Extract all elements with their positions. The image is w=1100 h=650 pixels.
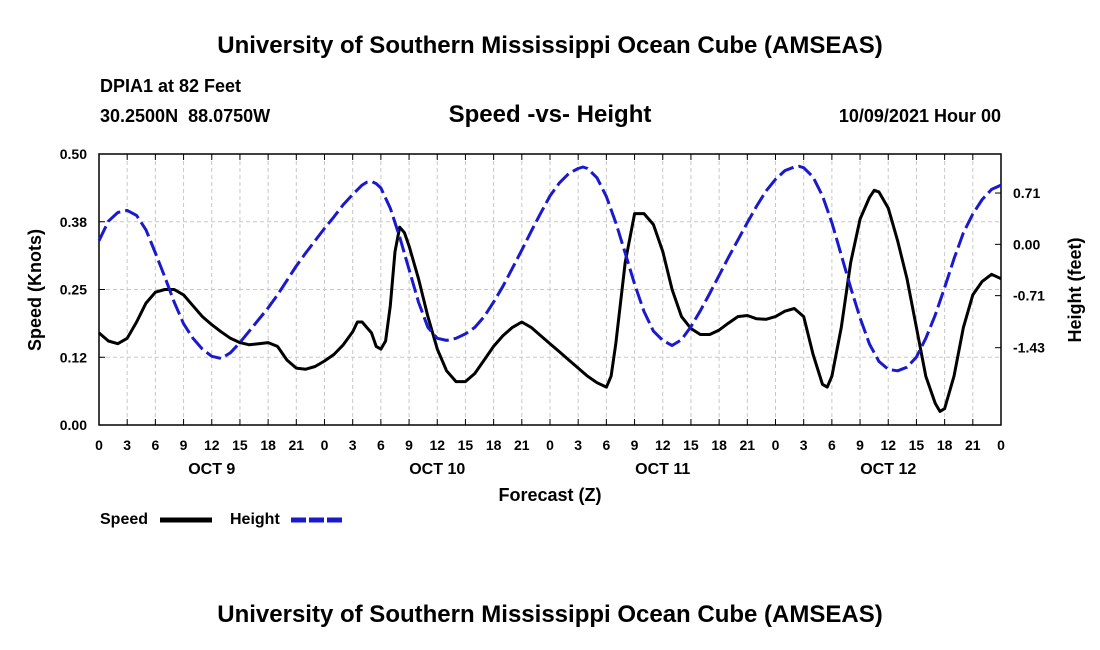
x-tick-label: 0 bbox=[95, 437, 103, 453]
x-tick-label: 0 bbox=[546, 437, 554, 453]
x-tick-label: 6 bbox=[377, 437, 385, 453]
x-tick-label: 15 bbox=[458, 437, 474, 453]
x-tick-label: 18 bbox=[260, 437, 276, 453]
y-axis-left-label: Speed (Knots) bbox=[25, 229, 45, 351]
x-tick-label: 12 bbox=[429, 437, 445, 453]
x-tick-label: 21 bbox=[289, 437, 305, 453]
longitude-value: 88.0750W bbox=[188, 106, 271, 126]
x-tick-label: 9 bbox=[405, 437, 413, 453]
y-left-tick-label: 0.25 bbox=[60, 282, 87, 298]
x-tick-label: 12 bbox=[204, 437, 220, 453]
legend-height-label: Height bbox=[230, 511, 280, 528]
x-tick-label: 6 bbox=[151, 437, 159, 453]
x-tick-label: 0 bbox=[997, 437, 1005, 453]
x-tick-label: 0 bbox=[321, 437, 329, 453]
x-tick-label: 21 bbox=[514, 437, 530, 453]
day-label: OCT 9 bbox=[188, 461, 235, 478]
y-right-tick-label: -1.43 bbox=[1013, 340, 1045, 356]
x-tick-label: 15 bbox=[232, 437, 248, 453]
series bbox=[97, 164, 1002, 413]
x-tick-label: 3 bbox=[123, 437, 131, 453]
legend: Speed Height bbox=[100, 511, 343, 528]
y-right-tick-label: 0.71 bbox=[1013, 185, 1040, 201]
day-label: OCT 12 bbox=[860, 461, 916, 478]
x-tick-label: 9 bbox=[631, 437, 639, 453]
x-tick-label: 3 bbox=[349, 437, 357, 453]
y-right-tick-label: 0.00 bbox=[1013, 236, 1040, 252]
x-tick-label: 18 bbox=[711, 437, 727, 453]
forecast-datetime: 10/09/2021 Hour 00 bbox=[838, 106, 1001, 126]
axes: 0 3 6 9 12 15 18 21 0 3 6 9 12 15 18 21 0 3 6 9 12 15 18 21 0 3 6 9… bbox=[60, 146, 1045, 478]
x-tick-label: 6 bbox=[828, 437, 836, 453]
day-label: OCT 11 bbox=[635, 461, 690, 478]
chart-title: University of Southern Mississippi Ocean… bbox=[217, 32, 883, 59]
y-right-tick-label: -0.71 bbox=[1013, 288, 1045, 304]
station-label: DPIA1 at 82 Feet bbox=[100, 76, 242, 96]
height-series-line bbox=[97, 164, 1002, 373]
grid bbox=[99, 154, 1001, 425]
latitude-value: 30.2500N bbox=[100, 106, 179, 126]
x-tick-label: 15 bbox=[909, 437, 925, 453]
x-tick-label: 9 bbox=[180, 437, 188, 453]
x-tick-label: 3 bbox=[800, 437, 808, 453]
y-left-tick-label: 0.00 bbox=[60, 417, 87, 433]
x-tick-label: 15 bbox=[683, 437, 699, 453]
x-tick-label: 12 bbox=[655, 437, 671, 453]
station-coordinates: 30.2500N 88.0750W bbox=[100, 106, 280, 127]
speed-series-line bbox=[98, 188, 1002, 413]
x-tick-label: 9 bbox=[856, 437, 864, 453]
y-left-tick-label: 0.50 bbox=[60, 146, 87, 162]
chart-subtitle: Speed -vs- Height bbox=[448, 101, 652, 128]
y-axis-right-label: Height (feet) bbox=[1065, 238, 1085, 343]
x-tick-label: 18 bbox=[937, 437, 953, 453]
y-left-tick-label: 0.38 bbox=[60, 214, 87, 230]
y-left-tick-label: 0.12 bbox=[60, 349, 87, 365]
x-tick-label: 21 bbox=[740, 437, 756, 453]
day-label: OCT 10 bbox=[409, 461, 465, 478]
x-tick-label: 21 bbox=[965, 437, 981, 453]
x-tick-label: 6 bbox=[602, 437, 610, 453]
x-tick-label: 12 bbox=[880, 437, 896, 453]
footer-title: University of Southern Mississippi Ocean… bbox=[217, 601, 883, 628]
x-axis-label: Forecast (Z) bbox=[498, 485, 601, 505]
legend-speed-label: Speed bbox=[100, 511, 148, 528]
x-tick-label: 3 bbox=[574, 437, 582, 453]
x-tick-label: 18 bbox=[486, 437, 502, 453]
x-tick-label: 0 bbox=[772, 437, 780, 453]
